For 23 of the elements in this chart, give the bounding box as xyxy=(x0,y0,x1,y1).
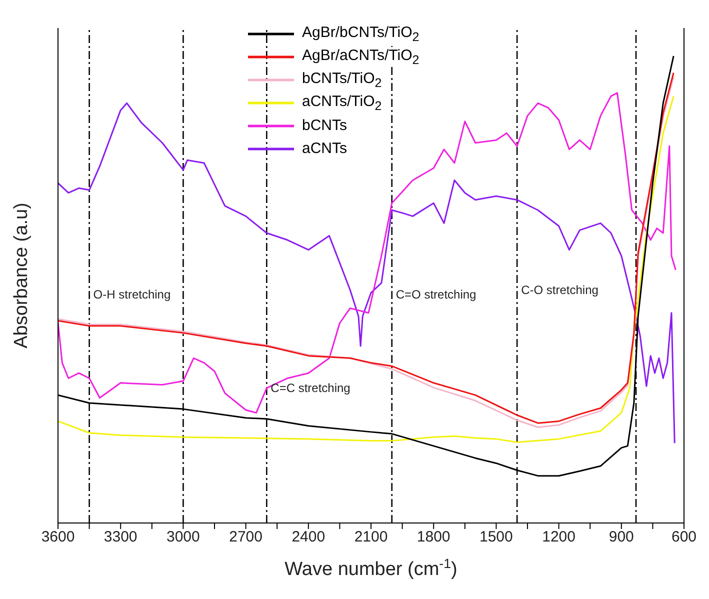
legend-label: aCNTs/TiO$_{2}$ xyxy=(300,92,384,112)
x-tick-label: 2400 xyxy=(292,528,326,546)
annotation: C=C stretching xyxy=(270,380,350,395)
x-tick-label: 1500 xyxy=(480,528,513,546)
x-tick-label: 3000 xyxy=(166,528,200,546)
x-tick-label: 900 xyxy=(608,528,634,546)
annotation: C-O stretching xyxy=(521,282,598,297)
annotation: O-H stretching xyxy=(93,287,171,302)
legend-label: bCNTs xyxy=(300,117,350,134)
x-tick-label: 3600 xyxy=(41,528,75,546)
x-tick-label: 1800 xyxy=(416,528,450,546)
x-tick-label: 2700 xyxy=(229,528,262,546)
legend-label: AgBr/aCNTs/TiO$_{2}$ xyxy=(300,46,422,66)
legend-label: aCNTs xyxy=(300,140,350,157)
annotation: C=O stretching xyxy=(396,287,476,302)
x-axis-title: Wave number (cm$^{-1}$) xyxy=(284,556,458,580)
x-tick-label: 1200 xyxy=(542,528,576,546)
legend-label: AgBr/bCNTs/TiO$_{2}$ xyxy=(300,24,422,44)
x-tick-label: 3300 xyxy=(104,528,138,546)
x-tick-label: 2100 xyxy=(354,528,388,546)
x-tick-label: 600 xyxy=(671,528,697,546)
y-axis-title: Absorbance (a.u) xyxy=(11,202,32,348)
legend-label: bCNTs/TiO$_{2}$ xyxy=(300,70,384,90)
